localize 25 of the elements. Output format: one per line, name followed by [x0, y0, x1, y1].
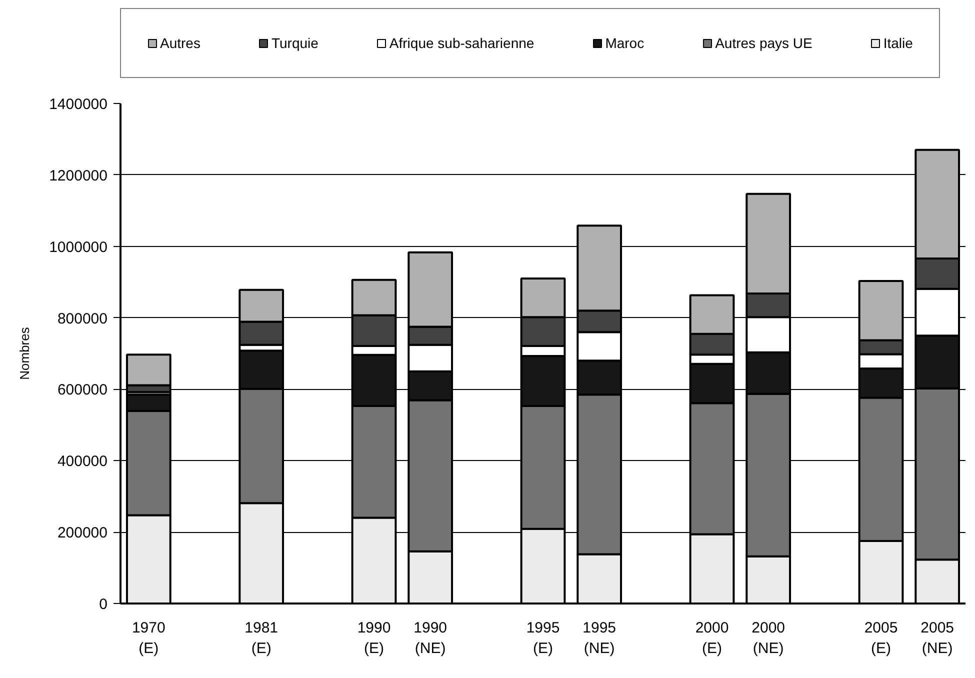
y-tick-label: 200000: [57, 524, 108, 542]
y-tick-label: 1400000: [49, 96, 108, 113]
legend-label: Italie: [883, 35, 913, 51]
x-tick-label: 1981 (E): [244, 620, 278, 657]
x-tick-label: 1990 (E): [357, 620, 391, 657]
x-tick-label: 2000 (E): [695, 620, 729, 657]
legend-label: Autres pays UE: [715, 35, 812, 51]
y-tick-label: 0: [99, 596, 108, 613]
x-tick-label: 2005 (NE): [920, 620, 954, 657]
x-tick-label: 1995 (E): [526, 620, 560, 657]
legend-label: Maroc: [605, 35, 644, 51]
y-tick-label: 600000: [57, 382, 108, 399]
y-tick-label: 800000: [57, 310, 108, 328]
x-tick-label: 2000 (NE): [752, 620, 786, 657]
y-tick-label: 1200000: [49, 167, 108, 184]
x-tick-label: 1990 (NE): [414, 620, 448, 657]
legend-label: Turquie: [271, 35, 318, 51]
y-axis-title: Nombres: [17, 326, 32, 380]
y-tick-label: 1000000: [49, 238, 108, 256]
x-tick-label: 2005 (E): [864, 620, 898, 657]
legend-label: Afrique sub-saharienne: [389, 35, 534, 51]
x-tick-label: 1995 (NE): [582, 620, 616, 657]
x-tick-label: 1970 (E): [132, 620, 166, 657]
legend-label: Autres: [160, 35, 200, 51]
y-tick-label: 400000: [57, 453, 108, 470]
